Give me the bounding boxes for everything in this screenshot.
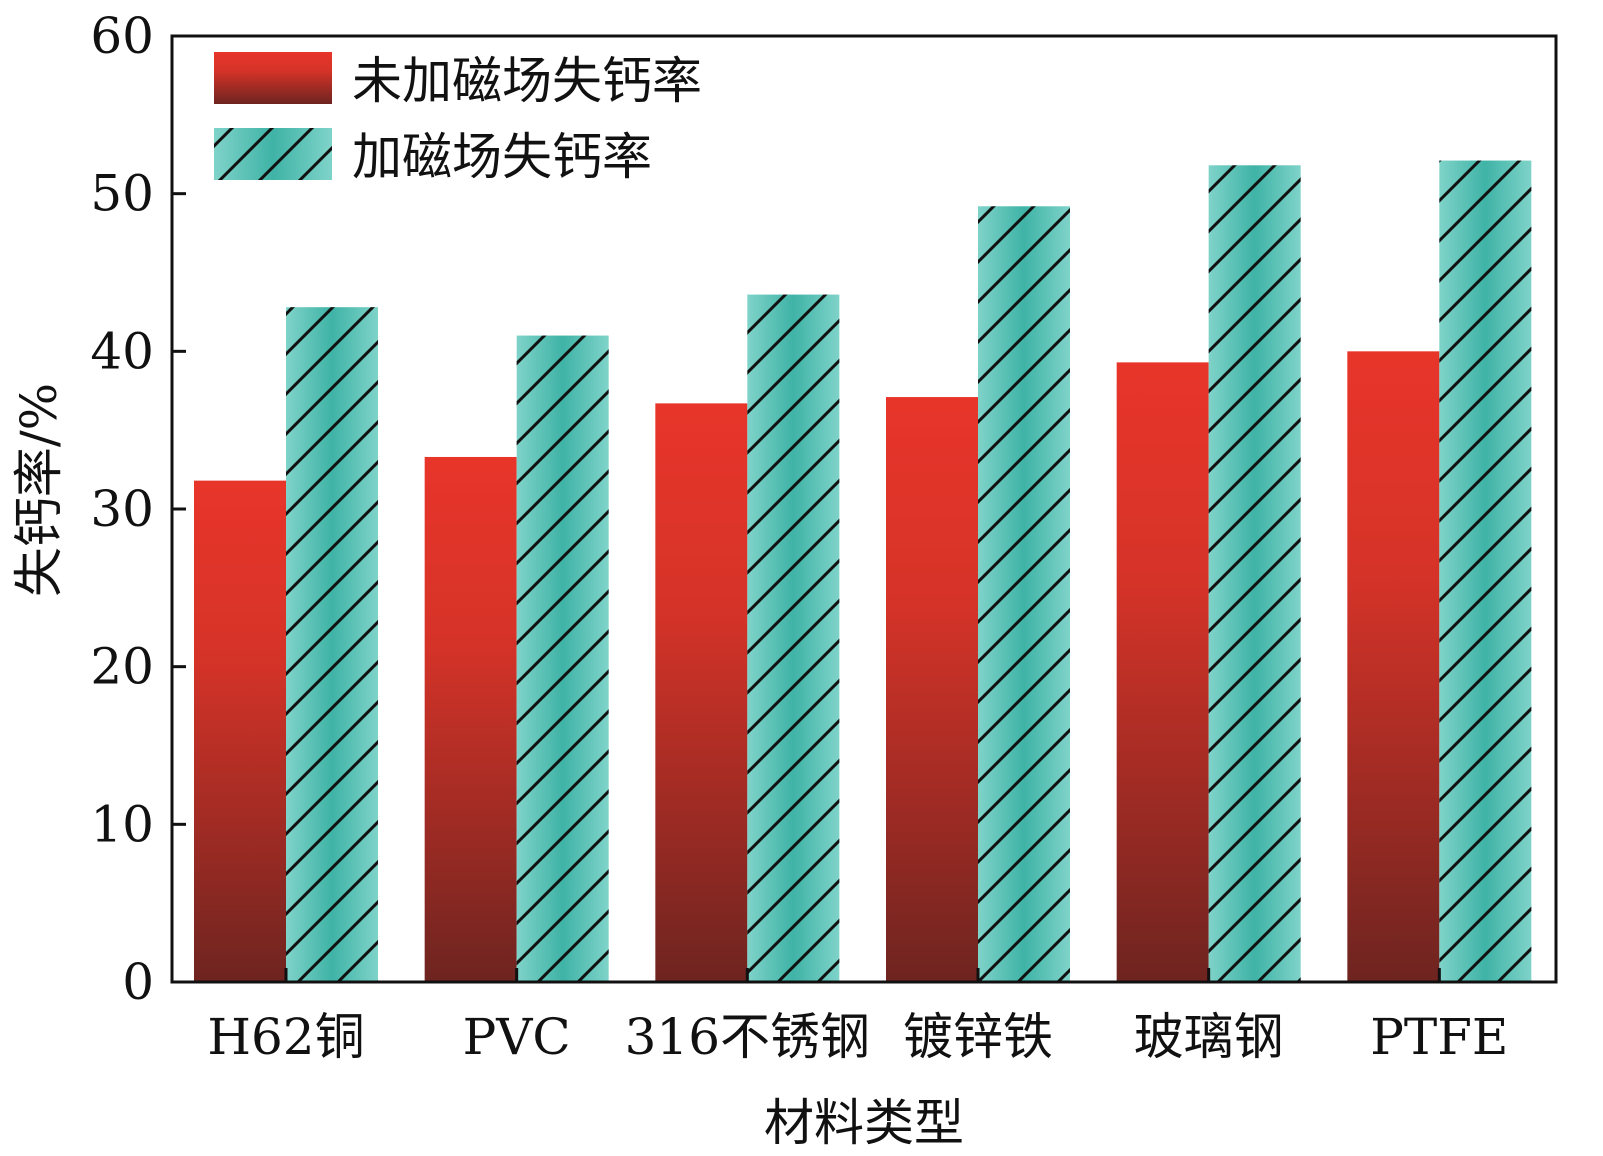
x-tick-label: PTFE <box>1370 1008 1508 1066</box>
x-tick-label: 316不锈钢 <box>625 1008 870 1066</box>
bar-no-field <box>424 456 517 983</box>
legend: 未加磁场失钙率 加磁场失钙率 <box>214 52 702 186</box>
x-tick-label: PVC <box>463 1008 571 1066</box>
y-tick-label: 20 <box>90 638 154 696</box>
bar-field-hatch <box>286 307 378 983</box>
legend-swatch-no-field <box>214 52 332 104</box>
y-axis: 0 10 20 30 40 50 60 <box>90 7 186 1011</box>
x-axis: H62铜 PVC 316不锈钢 镀锌铁 玻璃钢 PTFE <box>207 968 1508 1066</box>
y-tick-label: 0 <box>122 953 154 1011</box>
y-tick-label: 30 <box>90 480 154 538</box>
x-tick-label: 镀锌铁 <box>903 1008 1053 1066</box>
y-tick-label: 40 <box>90 322 154 380</box>
y-axis-title: 失钙率/% <box>10 383 68 597</box>
x-axis-title: 材料类型 <box>764 1094 964 1152</box>
bar-no-field <box>1116 362 1209 982</box>
y-tick-label: 60 <box>90 7 154 65</box>
bar-no-field <box>1347 351 1440 982</box>
legend-label-no-field: 未加磁场失钙率 <box>352 52 702 110</box>
plot-area <box>194 160 1532 983</box>
bar-field-hatch <box>516 335 609 983</box>
bar-field-hatch <box>1208 165 1301 982</box>
y-tick-label: 10 <box>90 795 154 853</box>
legend-swatch-field <box>214 128 332 180</box>
bar-no-field <box>655 403 748 982</box>
bar-no-field <box>886 397 978 983</box>
x-tick-label: H62铜 <box>207 1008 364 1066</box>
bar-no-field <box>194 480 286 982</box>
legend-label-field: 加磁场失钙率 <box>352 128 652 186</box>
bar-field-hatch <box>747 294 840 982</box>
y-tick-label: 50 <box>90 165 154 223</box>
bar-field-hatch <box>1439 160 1532 983</box>
bar-field-hatch <box>978 206 1070 982</box>
x-tick-label: 玻璃钢 <box>1134 1008 1284 1066</box>
